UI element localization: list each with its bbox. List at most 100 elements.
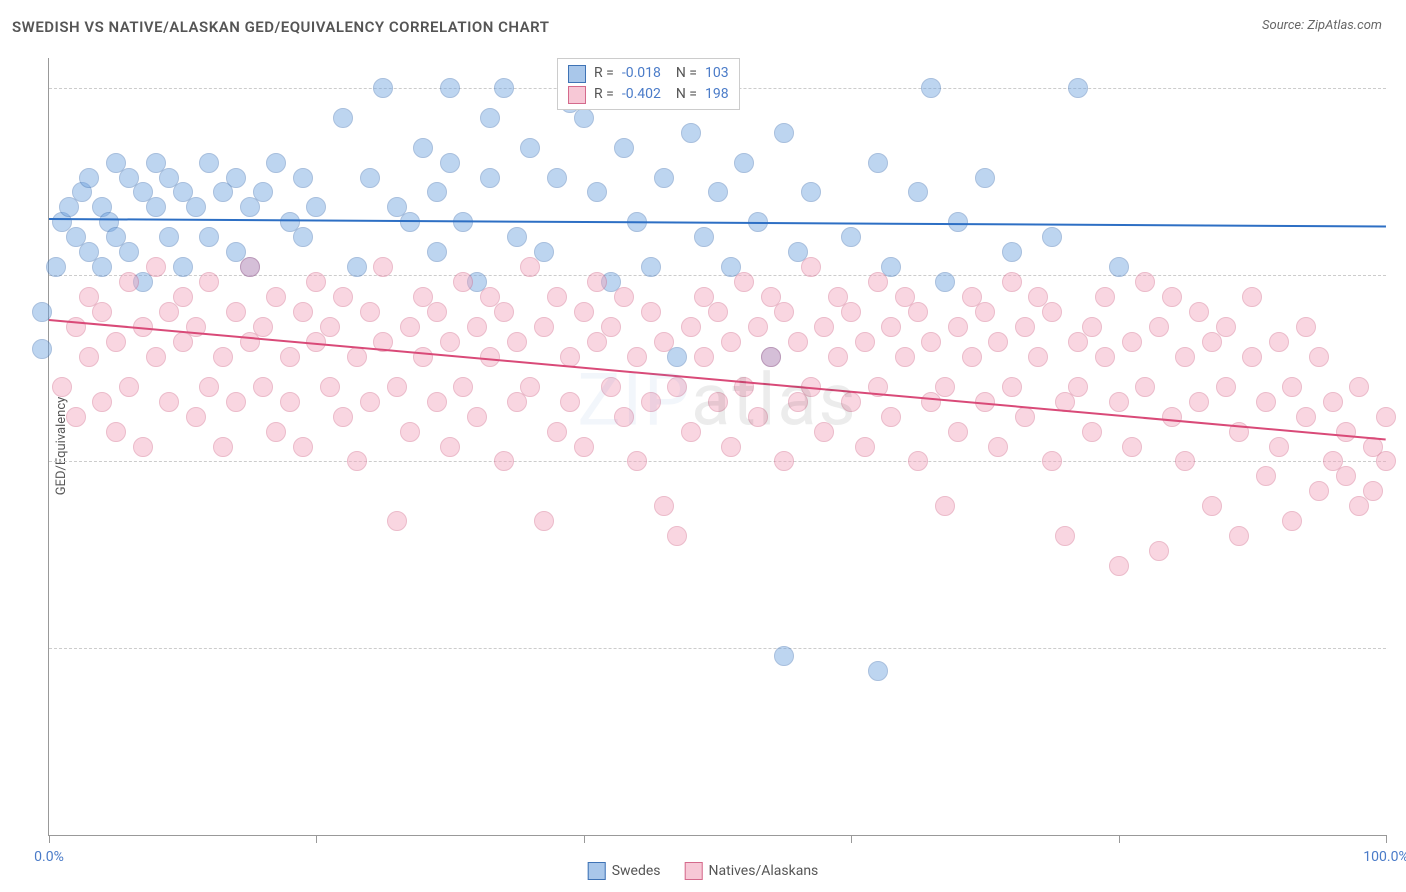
scatter-point [400, 317, 420, 337]
scatter-point [266, 422, 286, 442]
scatter-point [708, 392, 728, 412]
scatter-point [1042, 227, 1062, 247]
scatter-point [667, 526, 687, 546]
scatter-point [387, 511, 407, 531]
scatter-point [333, 108, 353, 128]
scatter-point [734, 153, 754, 173]
n-value-natives: 198 [705, 84, 729, 105]
scatter-point [427, 302, 447, 322]
scatter-point [988, 437, 1008, 457]
scatter-point [266, 153, 286, 173]
scatter-point [440, 437, 460, 457]
scatter-point [921, 332, 941, 352]
scatter-point [333, 407, 353, 427]
scatter-point [694, 227, 714, 247]
scatter-point [614, 138, 634, 158]
scatter-point [748, 317, 768, 337]
scatter-point [1042, 451, 1062, 471]
scatter-point [814, 317, 834, 337]
scatter-point [226, 392, 246, 412]
chart-header: SWEDISH VS NATIVE/ALASKAN GED/EQUIVALENC… [0, 0, 1406, 44]
scatter-point [534, 511, 554, 531]
scatter-point [467, 317, 487, 337]
scatter-point [881, 407, 901, 427]
scatter-point [1068, 377, 1088, 397]
r-label: R = [594, 84, 614, 105]
scatter-point [1028, 347, 1048, 367]
scatter-point [253, 317, 273, 337]
scatter-point [641, 257, 661, 277]
scatter-point [1349, 377, 1369, 397]
scatter-point [841, 302, 861, 322]
scatter-point [373, 257, 393, 277]
scatter-point [1175, 451, 1195, 471]
scatter-point [694, 347, 714, 367]
bottom-legend: Swedes Natives/Alaskans [588, 862, 819, 880]
scatter-point [1002, 377, 1022, 397]
x-tick [49, 835, 50, 843]
scatter-point [1175, 347, 1195, 367]
scatter-point [908, 182, 928, 202]
swedes-swatch-icon [568, 65, 586, 83]
scatter-point [721, 437, 741, 457]
y-tick-label: 62.5% [1394, 640, 1406, 656]
scatter-point [92, 257, 112, 277]
scatter-point [667, 377, 687, 397]
scatter-point [988, 332, 1008, 352]
scatter-point [560, 392, 580, 412]
scatter-point [654, 496, 674, 516]
scatter-point [106, 422, 126, 442]
scatter-point [360, 168, 380, 188]
scatter-point [92, 392, 112, 412]
scatter-point [935, 377, 955, 397]
scatter-point [159, 392, 179, 412]
y-tick-label: 100.0% [1394, 80, 1406, 96]
scatter-point [614, 407, 634, 427]
scatter-point [962, 347, 982, 367]
scatter-point [440, 78, 460, 98]
legend-label: Natives/Alaskans [709, 863, 819, 879]
scatter-point [1082, 317, 1102, 337]
scatter-point [494, 451, 514, 471]
scatter-point [641, 392, 661, 412]
scatter-point [480, 108, 500, 128]
x-tick [584, 835, 585, 843]
scatter-point [293, 302, 313, 322]
x-tick [316, 835, 317, 843]
scatter-point [627, 451, 647, 471]
scatter-point [494, 302, 514, 322]
scatter-point [293, 437, 313, 457]
scatter-point [66, 407, 86, 427]
scatter-point [654, 168, 674, 188]
scatter-point [400, 422, 420, 442]
scatter-point [347, 347, 367, 367]
scatter-point [1015, 407, 1035, 427]
scatter-point [494, 78, 514, 98]
x-tick-label: 0.0% [34, 849, 64, 865]
scatter-point [1149, 541, 1169, 561]
legend-item-natives: Natives/Alaskans [685, 862, 819, 880]
scatter-point [547, 287, 567, 307]
scatter-point [347, 257, 367, 277]
scatter-point [467, 407, 487, 427]
stats-row-natives: R = -0.402 N = 198 [568, 84, 729, 105]
scatter-point [1309, 347, 1329, 367]
scatter-point [1216, 317, 1236, 337]
scatter-point [1068, 78, 1088, 98]
scatter-point [1216, 377, 1236, 397]
scatter-point [681, 317, 701, 337]
scatter-point [921, 78, 941, 98]
scatter-point [133, 437, 153, 457]
scatter-point [948, 422, 968, 442]
scatter-point [708, 302, 728, 322]
scatter-point [948, 317, 968, 337]
scatter-point [574, 108, 594, 128]
scatter-point [413, 138, 433, 158]
scatter-point [1095, 347, 1115, 367]
scatter-point [213, 437, 233, 457]
scatter-point [52, 377, 72, 397]
scatter-point [427, 392, 447, 412]
scatter-point [560, 347, 580, 367]
scatter-point [146, 197, 166, 217]
scatter-point [1109, 392, 1129, 412]
